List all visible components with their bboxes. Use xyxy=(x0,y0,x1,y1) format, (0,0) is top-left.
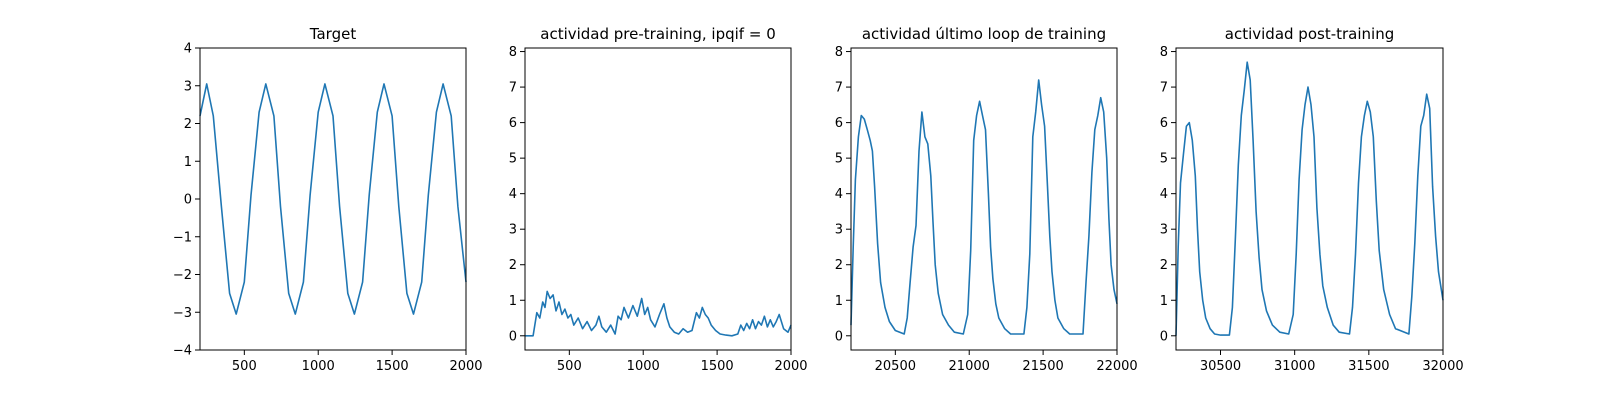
x-tick-label: 21000 xyxy=(949,359,990,374)
subplot-1: Target 500 1000 1500 2000 −4 −3 −2 −1 0 1 2 3 4 xyxy=(173,25,483,374)
y-tick-label: 4 xyxy=(835,187,843,202)
y-tick-label: 7 xyxy=(835,81,843,96)
subplot-title: actividad pre-training, ipqif = 0 xyxy=(540,25,776,43)
x-tick-label: 21500 xyxy=(1022,359,1063,374)
y-tick-label: 6 xyxy=(509,116,517,131)
y-tick-label: 1 xyxy=(1160,294,1168,309)
x-tick-label: 1000 xyxy=(627,359,660,374)
x-tick-label: 31500 xyxy=(1348,359,1389,374)
axes-frame xyxy=(199,47,467,351)
x-tick-label: 1500 xyxy=(701,359,734,374)
y-tick-label: 6 xyxy=(1160,116,1168,131)
y-tick-label: 3 xyxy=(184,79,192,94)
x-tick-label: 2000 xyxy=(449,359,482,374)
y-tick-label: 1 xyxy=(835,294,843,309)
y-tick-label: 8 xyxy=(835,45,843,60)
y-tick-label: 7 xyxy=(1160,81,1168,96)
y-tick-label: 0 xyxy=(184,193,192,208)
y-tick-label: 5 xyxy=(835,152,843,167)
y-tick-label: −1 xyxy=(173,230,192,245)
y-tick-label: 0 xyxy=(509,329,517,344)
x-tick-label: 32000 xyxy=(1422,359,1463,374)
axes-frame xyxy=(850,47,1118,351)
series-line-1 xyxy=(199,83,467,315)
y-tick-label: 5 xyxy=(509,152,517,167)
x-tick-label: 1000 xyxy=(302,359,335,374)
axes-frame xyxy=(524,47,792,351)
subplot-title: Target xyxy=(309,25,357,43)
series-line-2 xyxy=(525,290,792,337)
subplot-title: actividad último loop de training xyxy=(862,25,1106,43)
x-tick-label: 30500 xyxy=(1200,359,1241,374)
y-tick-label: 4 xyxy=(509,187,517,202)
y-tick-label: 3 xyxy=(509,223,517,238)
x-tick-label: 2000 xyxy=(774,359,807,374)
y-tick-label: 3 xyxy=(835,223,843,238)
x-tick-label: 1500 xyxy=(376,359,409,374)
y-tick-label: 1 xyxy=(509,294,517,309)
subplot-2: actividad pre-training, ipqif = 0 500 1000… xyxy=(509,25,808,374)
x-tick-label: 500 xyxy=(557,359,582,374)
y-tick-label: 4 xyxy=(1160,187,1168,202)
y-tick-label: 4 xyxy=(184,42,192,57)
subplot-title: actividad post-training xyxy=(1225,25,1394,43)
y-tick-label: 0 xyxy=(1160,329,1168,344)
series-line-4 xyxy=(1175,61,1444,336)
y-tick-label: 1 xyxy=(184,155,192,170)
y-tick-label: −3 xyxy=(173,306,192,321)
y-tick-label: 8 xyxy=(1160,45,1168,60)
series-line-3 xyxy=(850,79,1118,335)
axes-frame xyxy=(1175,47,1444,351)
y-tick-label: 2 xyxy=(1160,258,1168,273)
y-tick-label: 7 xyxy=(509,81,517,96)
x-tick-label: 22000 xyxy=(1096,359,1137,374)
x-tick-label: 500 xyxy=(232,359,257,374)
y-tick-label: 2 xyxy=(509,258,517,273)
x-tick-label: 20500 xyxy=(875,359,916,374)
y-tick-label: 3 xyxy=(1160,223,1168,238)
x-tick-label: 31000 xyxy=(1274,359,1315,374)
y-tick-label: 6 xyxy=(835,116,843,131)
y-tick-label: 8 xyxy=(509,45,517,60)
y-tick-label: 2 xyxy=(184,117,192,132)
y-tick-label: −4 xyxy=(173,344,192,359)
y-tick-label: −2 xyxy=(173,268,192,283)
y-tick-label: 2 xyxy=(835,258,843,273)
y-tick-label: 5 xyxy=(1160,152,1168,167)
y-tick-label: 0 xyxy=(835,329,843,344)
